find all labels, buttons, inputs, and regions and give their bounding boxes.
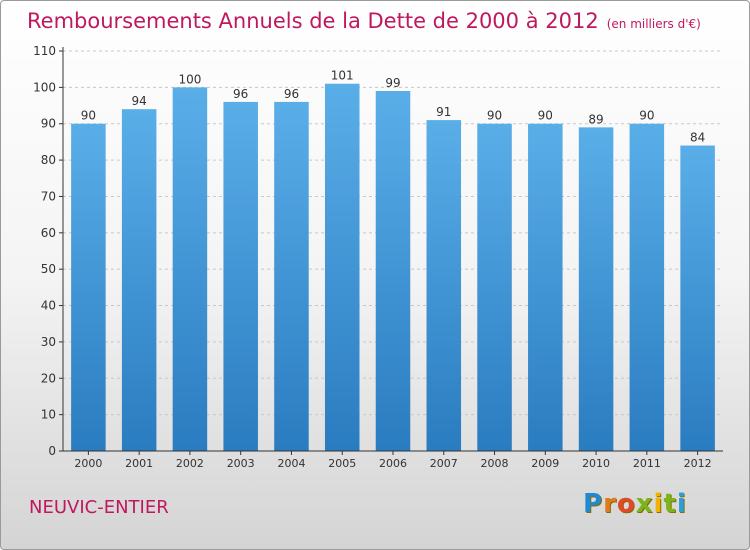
x-tick-label: 2004 <box>277 457 305 470</box>
bar <box>680 145 715 451</box>
place-name: NEUVIC-ENTIER <box>29 497 169 518</box>
bar <box>274 101 309 451</box>
bar-value-label: 94 <box>132 94 147 108</box>
x-tick-label: 2008 <box>481 457 509 470</box>
x-tick-label: 2000 <box>74 457 102 470</box>
chart-title-text: Remboursements Annuels de la Dette de 20… <box>27 9 599 33</box>
proxiti-logo: Proxiti <box>583 489 687 519</box>
x-tick-label: 2001 <box>125 457 153 470</box>
bar <box>426 120 462 451</box>
y-tick-label: 90 <box>41 117 56 131</box>
x-tick-label: 2010 <box>582 457 610 470</box>
y-tick-label: 50 <box>41 262 56 276</box>
bar <box>578 127 614 451</box>
bar-value-label: 91 <box>436 105 451 119</box>
bar <box>121 109 157 451</box>
x-tick-label: 2009 <box>531 457 559 470</box>
y-tick-label: 10 <box>41 408 56 422</box>
x-tick-label: 2011 <box>633 457 661 470</box>
y-tick-label: 30 <box>41 335 56 349</box>
bar <box>477 123 512 452</box>
x-tick-label: 2005 <box>328 457 356 470</box>
x-tick-label: 2002 <box>176 457 204 470</box>
bar-value-label: 90 <box>487 109 502 123</box>
chart-title: Remboursements Annuels de la Dette de 20… <box>27 9 701 33</box>
bar-value-label: 90 <box>538 109 553 123</box>
y-tick-label: 60 <box>41 226 56 240</box>
bar <box>629 123 665 452</box>
x-tick-label: 2003 <box>227 457 255 470</box>
y-tick-label: 40 <box>41 299 56 313</box>
bar-value-label: 90 <box>639 109 654 123</box>
y-tick-label: 100 <box>33 80 56 94</box>
y-tick-label: 20 <box>41 371 56 385</box>
bar-value-label: 100 <box>178 72 201 86</box>
bar-value-label: 96 <box>284 87 299 101</box>
bar-value-label: 90 <box>81 109 96 123</box>
bar <box>528 123 563 452</box>
y-tick-label: 0 <box>48 444 56 458</box>
bar <box>223 101 258 451</box>
x-tick-label: 2012 <box>684 457 712 470</box>
y-tick-label: 70 <box>41 189 56 203</box>
bar-value-label: 101 <box>331 69 354 83</box>
y-tick-label: 80 <box>41 153 56 167</box>
bar <box>375 91 411 451</box>
bar-value-label: 96 <box>233 87 248 101</box>
bar <box>71 123 106 452</box>
y-tick-label: 110 <box>33 44 56 58</box>
bar-value-label: 89 <box>588 112 603 126</box>
bar <box>324 83 360 452</box>
bar <box>172 87 208 451</box>
bar-value-label: 84 <box>690 131 705 145</box>
bar-value-label: 99 <box>385 76 400 90</box>
x-tick-label: 2006 <box>379 457 407 470</box>
chart-unit: (en milliers d'€) <box>606 17 701 31</box>
x-tick-label: 2007 <box>430 457 458 470</box>
